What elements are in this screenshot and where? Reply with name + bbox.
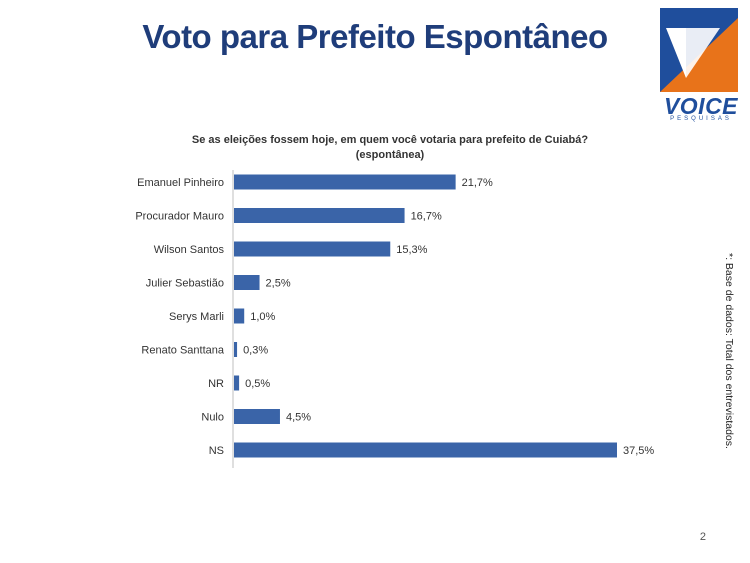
value-label: 15,3% [396,244,427,256]
value-label: 21,7% [462,177,493,189]
bar [234,208,405,223]
bar [234,174,456,190]
voice-logo-icon [660,8,738,92]
category-label: Emanuel Pinheiro [137,177,224,189]
category-label: Julier Sebastião [146,278,224,290]
category-label: Procurador Mauro [135,211,224,223]
bar [234,442,617,458]
bar [234,241,391,257]
logo-wordmark: VOICE [663,93,739,119]
bar [234,409,280,424]
bar [234,375,240,391]
category-label: Serys Marli [169,311,224,323]
value-label: 0,5% [245,378,270,390]
page-number: 2 [699,531,706,543]
footnote: *: Base de dados: Total dos entrevistado… [723,253,735,449]
category-label: Wilson Santos [154,244,225,256]
value-label: 1,0% [250,311,275,323]
value-label: 16,7% [411,211,442,223]
chart-subtitle: (espontânea) [355,149,425,161]
category-label: NS [209,445,224,457]
category-label: Renato Santtana [141,345,224,357]
bar [234,275,260,290]
bar [234,308,245,324]
logo-subtitle: PESQUISAS [670,116,732,122]
bar [234,342,238,357]
value-label: 0,3% [243,345,268,357]
chart-title-text: Se as eleições fossem hoje, em quem você… [191,134,589,146]
category-label: NR [208,378,224,390]
category-label: Nulo [201,412,224,424]
value-label: 2,5% [266,278,291,290]
value-label: 37,5% [623,445,654,457]
value-label: 4,5% [286,412,311,424]
slide-title: Voto para Prefeito Espontâneo [142,18,608,55]
chart-title: Se as eleições fossem hoje, em quem você… [150,133,630,163]
